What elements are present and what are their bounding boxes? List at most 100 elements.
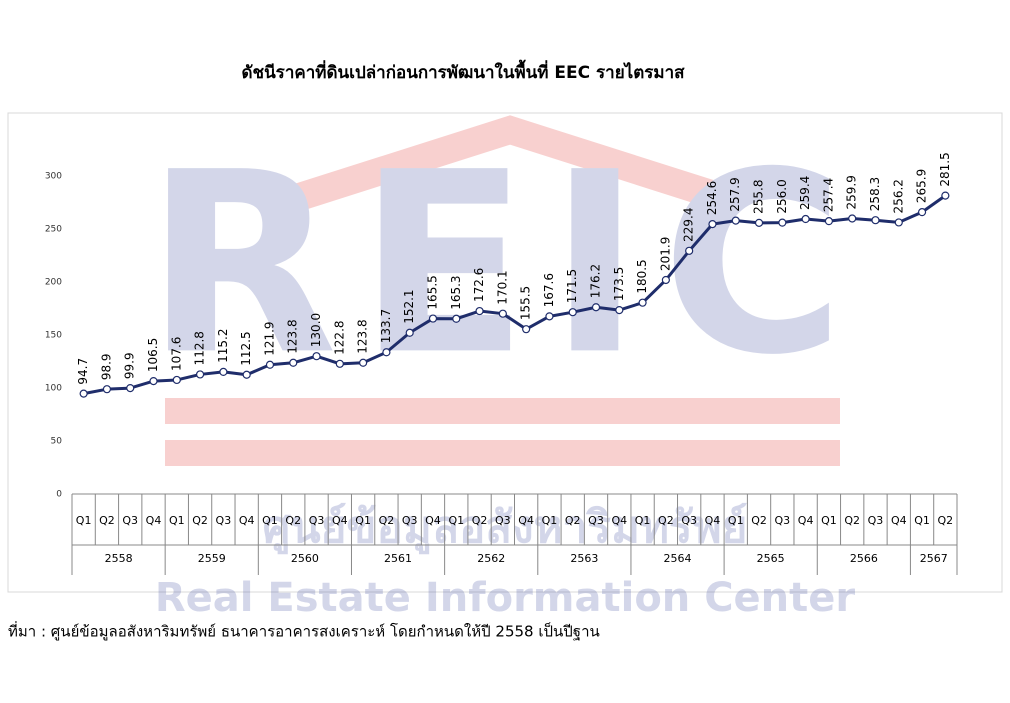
x-tick-label: Q2: [285, 514, 301, 527]
point-marker: [871, 216, 880, 225]
group-label: 2565: [757, 552, 785, 565]
x-tick-label: Q1: [169, 514, 185, 527]
point-marker: [172, 375, 181, 385]
x-tick-label: Q2: [379, 514, 395, 527]
point-marker: [591, 303, 601, 312]
watermark-logo: REIC: [145, 118, 865, 409]
point-marker: [778, 218, 787, 227]
value-label: 165.3: [449, 275, 463, 309]
point-marker: [219, 367, 228, 376]
group-label: 2559: [198, 552, 226, 565]
y-tick-label: 250: [45, 225, 62, 235]
x-tick-label: Q1: [448, 514, 464, 527]
x-tick-label: Q1: [914, 514, 930, 527]
point-marker: [615, 305, 624, 315]
x-tick-label: Q2: [844, 514, 860, 527]
x-tick-label: Q3: [495, 514, 511, 527]
x-tick-label: Q3: [402, 514, 418, 527]
group-label: 2561: [384, 552, 412, 565]
value-label: 171.5: [565, 269, 579, 303]
value-label: 176.2: [589, 264, 603, 298]
group-label: 2563: [570, 552, 598, 565]
value-label: 99.9: [123, 352, 137, 379]
value-label: 281.5: [938, 152, 952, 186]
watermark-stripe: [165, 398, 840, 424]
watermark: REIC ศูนย์ข้อมูลอสังหาริมทรัพย์ Real Est…: [145, 115, 865, 621]
watermark-thai: ศูนย์ข้อมูลอสังหาริมทรัพย์: [263, 502, 748, 554]
value-label: 259.4: [798, 176, 812, 210]
watermark-roof: [285, 115, 735, 214]
point-marker: [452, 314, 461, 323]
value-label: 155.5: [519, 286, 533, 320]
x-tick-label: Q4: [425, 514, 441, 527]
point-marker: [312, 352, 321, 361]
x-tick-label: Q3: [309, 514, 325, 527]
x-tick-label: Q4: [705, 514, 721, 527]
x-tick-label: Q2: [658, 514, 674, 527]
value-label: 121.9: [262, 321, 276, 355]
value-label: 115.2: [216, 329, 230, 363]
x-tick-label: Q2: [99, 514, 115, 527]
value-label: 130.0: [309, 313, 323, 347]
x-tick-label: Q2: [938, 514, 954, 527]
point-marker: [382, 348, 391, 357]
y-tick-label: 300: [45, 172, 62, 182]
point-marker: [754, 218, 764, 227]
source-note: ที่มา : ศูนย์ข้อมูลอสังหาริมทรัพย์ ธนาคา…: [8, 621, 600, 641]
point-marker: [661, 275, 670, 285]
value-label: 255.8: [752, 179, 766, 213]
x-tick-label: Q1: [728, 514, 744, 527]
chart-frame: [7, 112, 1003, 593]
x-tick-label: Q2: [192, 514, 208, 527]
value-label: 172.6: [472, 268, 486, 302]
x-tick-label: Q3: [588, 514, 604, 527]
point-marker: [428, 314, 438, 323]
x-tick-label: Q3: [774, 514, 790, 527]
x-tick-label: Q2: [565, 514, 581, 527]
value-label: 167.6: [542, 273, 556, 307]
x-tick-label: Q1: [542, 514, 558, 527]
value-label: 170.1: [495, 270, 509, 304]
x-tick-label: Q1: [821, 514, 837, 527]
value-label: 133.7: [379, 309, 393, 343]
group-label: 2566: [850, 552, 878, 565]
point-marker: [708, 220, 717, 229]
value-label: 265.9: [915, 169, 929, 203]
point-marker: [79, 389, 88, 398]
x-tick-label: Q3: [122, 514, 138, 527]
point-marker: [405, 328, 414, 337]
x-tick-label: Q1: [76, 514, 92, 527]
point-marker: [335, 359, 344, 368]
value-label: 201.9: [658, 237, 672, 271]
watermark-english: Real Estate Information Center: [155, 575, 856, 621]
value-label: 257.9: [728, 177, 742, 211]
point-marker: [801, 214, 810, 224]
x-tick-label: Q2: [751, 514, 767, 527]
point-marker: [638, 298, 647, 307]
value-label: 256.2: [891, 179, 905, 213]
value-label: 229.4: [682, 207, 696, 241]
value-label: 106.5: [146, 338, 160, 372]
point-marker: [102, 385, 112, 394]
point-marker: [498, 309, 507, 318]
value-label: 94.7: [76, 358, 90, 385]
point-marker: [894, 218, 903, 227]
x-tick-label: Q3: [868, 514, 884, 527]
group-label: 2562: [477, 552, 505, 565]
y-tick-label: 100: [45, 384, 62, 394]
x-tick-label: Q1: [262, 514, 278, 527]
x-tick-label: Q4: [798, 514, 814, 527]
x-tick-label: Q3: [681, 514, 697, 527]
group-label: 2564: [664, 552, 692, 565]
value-label: 112.5: [239, 331, 253, 365]
value-label: 259.9: [845, 175, 859, 209]
point-marker: [149, 377, 158, 386]
group-label: 2560: [291, 552, 319, 565]
point-marker: [242, 370, 251, 379]
value-label: 180.5: [635, 259, 649, 293]
value-label: 173.5: [612, 267, 626, 301]
x-tick-label: Q4: [518, 514, 534, 527]
point-marker: [568, 308, 577, 317]
group-label: 2567: [920, 552, 948, 565]
